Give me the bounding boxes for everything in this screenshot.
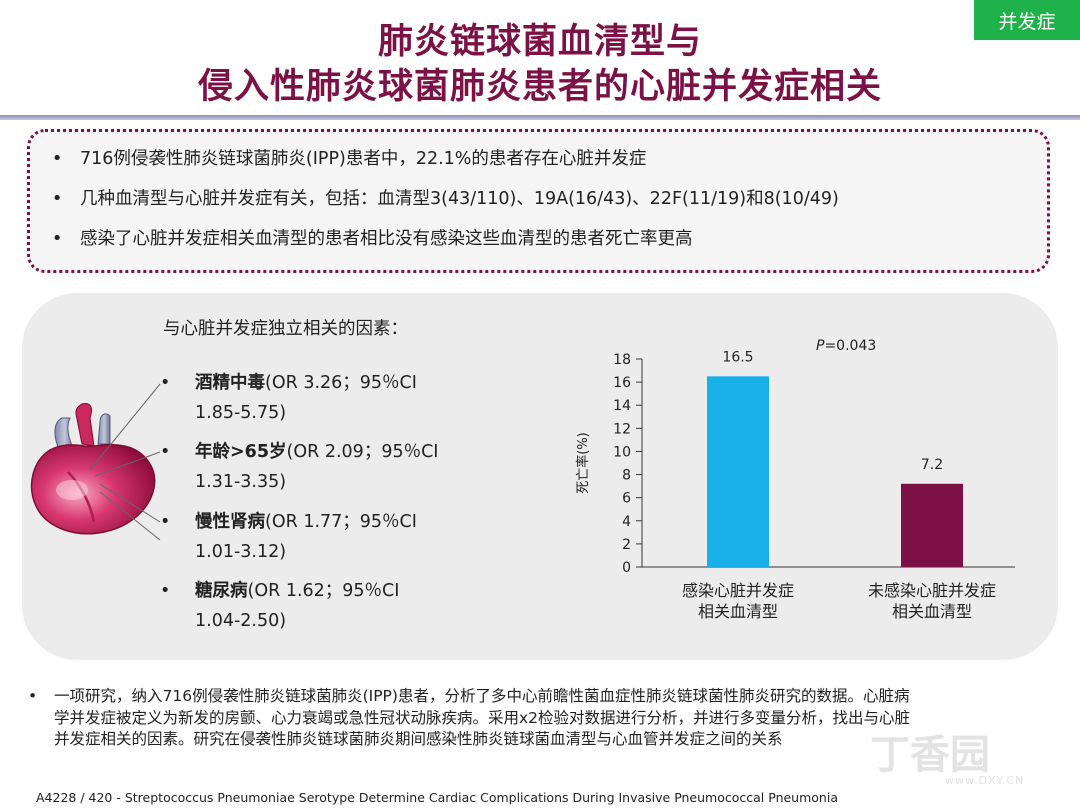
bullet-icon: • — [52, 189, 63, 209]
factor-ci: (OR 3.26；95％CI — [265, 373, 417, 393]
category-label: 未感染心脏并发症 — [868, 581, 996, 600]
finding-item: • 几种血清型与心脏并发症有关，包括：血清型3(43/110)、19A(16/43… — [52, 189, 1047, 210]
connector-line — [89, 383, 161, 471]
bar — [707, 376, 769, 567]
watermark-logo: 丁香园 — [870, 732, 990, 778]
detail-panel — [22, 293, 1058, 660]
bullet-icon: • — [160, 373, 171, 393]
factor-ci: (OR 2.09；95％CI — [286, 442, 439, 462]
factor-name: 酒精中毒 — [195, 373, 265, 393]
y-tick-label: 2 — [622, 537, 631, 553]
key-findings-list: • 716例侵袭性肺炎链球菌肺炎(IPP)患者中，22.1%的患者存在心脏并发症 … — [30, 132, 1047, 250]
finding-text: 716例侵袭性肺炎链球菌肺炎(IPP)患者中，22.1%的患者存在心脏并发症 — [80, 149, 647, 169]
y-tick-label: 8 — [622, 468, 631, 484]
bar-value-label: 16.5 — [722, 349, 753, 365]
category-label: 相关血清型 — [698, 602, 778, 621]
p-value-symbol: P — [816, 338, 825, 354]
watermark-url: www.DXY.CN — [945, 774, 1025, 787]
factors-heading: 与心脏并发症独立相关的因素： — [163, 319, 408, 339]
connector-line — [99, 491, 161, 541]
factor-name: 年龄>65岁 — [195, 442, 287, 462]
footnote-line: 并发症相关的因素。研究在侵袭性肺炎链球菌肺炎期间感染性肺炎链球菌血清型与心血管并… — [54, 730, 783, 748]
bullet-icon: • — [28, 687, 38, 705]
y-axis-label: 死亡率(%) — [575, 432, 591, 494]
factor-ci-range: 1.04-2.50) — [195, 611, 287, 631]
finding-item: • 716例侵袭性肺炎链球菌肺炎(IPP)患者中，22.1%的患者存在心脏并发症 — [52, 149, 1047, 170]
heart-illustration — [30, 383, 161, 541]
finding-text: 感染了心脏并发症相关血清型的患者相比没有感染这些血清型的患者死亡率更高 — [80, 229, 693, 249]
finding-item: • 感染了心脏并发症相关血清型的患者相比没有感染这些血清型的患者死亡率更高 — [52, 229, 1047, 250]
connector-line — [99, 483, 161, 523]
y-tick-label: 12 — [613, 421, 631, 437]
heart-highlight — [56, 480, 88, 500]
bullet-icon: • — [160, 581, 171, 601]
factor-ci: (OR 1.62；95％CI — [247, 581, 400, 601]
y-tick-label: 14 — [613, 398, 631, 414]
y-tick-label: 18 — [613, 352, 631, 368]
category-label: 相关血清型 — [892, 602, 972, 621]
footnote-line: 学并发症被定义为新发的房颤、心力衰竭或急性冠状动脉疾病。采用x2检验对数据进行分… — [54, 708, 911, 727]
factor-ci-range: 1.85-5.75) — [195, 403, 287, 423]
finding-text: 几种血清型与心脏并发症有关，包括：血清型3(43/110)、19A(16/43)… — [80, 189, 839, 209]
footnote-line: 一项研究，纳入716例侵袭性肺炎链球菌肺炎(IPP)患者，分析了多中心前瞻性菌血… — [54, 687, 910, 705]
p-value-text: =0.043 — [824, 338, 876, 354]
y-tick-label: 6 — [622, 491, 631, 507]
heart-vessel — [75, 403, 95, 447]
heart-vessel — [54, 417, 75, 453]
y-tick-label: 10 — [613, 444, 631, 460]
category-tag: 并发症 — [974, 0, 1080, 40]
category-label: 感染心脏并发症 — [682, 581, 794, 600]
abstract-citation: A4228 / 420 - Streptococcus Pneumoniae S… — [36, 790, 838, 805]
slide-title-line1: 肺炎链球菌血清型与 — [377, 22, 702, 62]
bullet-icon: • — [160, 512, 171, 532]
title-divider — [0, 115, 1080, 120]
bar-value-label: 7.2 — [921, 457, 943, 473]
slide-title-line2: 侵入性肺炎球菌肺炎患者的心脏并发症相关 — [197, 67, 882, 107]
factor-name: 糖尿病 — [195, 581, 248, 601]
bullet-icon: • — [160, 442, 171, 462]
bullet-icon: • — [52, 149, 63, 169]
y-tick-label: 16 — [613, 375, 631, 391]
y-tick-label: 4 — [622, 514, 631, 530]
connector-line — [94, 451, 161, 477]
heart-vessel — [97, 413, 111, 445]
factor-name: 慢性肾病 — [195, 512, 265, 532]
factor-ci-range: 1.31-3.35) — [195, 472, 287, 492]
p-value-annotation: P=0.043 — [816, 338, 876, 354]
factor-ci-range: 1.01-3.12) — [195, 542, 287, 562]
mortality-bar-chart: 024681012141618死亡率(%)16.5感染心脏并发症相关血清型7.2… — [575, 338, 1015, 621]
study-footnote: • 一项研究，纳入716例侵袭性肺炎链球菌肺炎(IPP)患者，分析了多中心前瞻性… — [28, 686, 1058, 751]
bullet-icon: • — [52, 229, 63, 249]
bar — [901, 483, 963, 567]
key-findings-box: • 716例侵袭性肺炎链球菌肺炎(IPP)患者中，22.1%的患者存在心脏并发症 … — [27, 129, 1050, 273]
y-tick-label: 0 — [622, 560, 631, 576]
factor-ci: (OR 1.77；95％CI — [265, 512, 417, 532]
